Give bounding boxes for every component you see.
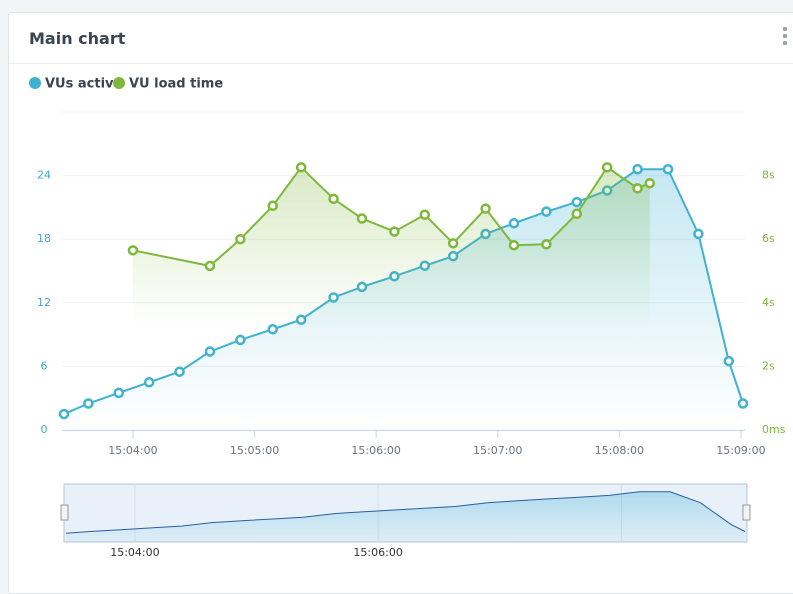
point [571,208,583,220]
point [295,162,307,173]
point [204,346,216,357]
point [127,245,139,256]
chart: VUs active VU load time 0 6 12 18 24 0ms 2s 4s 6s 8… [29,77,786,559]
x-tick-label: 15:07:00 [473,444,522,457]
navigator-handle[interactable] [60,504,69,521]
header: Main chart [9,13,793,64]
point [723,355,735,367]
x-tick-label: 15:09:00 [716,444,765,457]
point [508,218,520,229]
navigator-label: 15:06:00 [353,546,402,559]
point [235,233,246,245]
y2-tick-label: 8s [762,169,775,182]
legend-marker [29,77,41,89]
point [662,163,674,175]
point [204,260,216,272]
area [132,167,650,325]
y-tick-label: 12 [37,296,51,309]
point [143,377,155,388]
point [644,177,655,189]
point [571,196,583,208]
point [267,200,279,212]
x-tick-label: 15:08:00 [595,444,644,457]
point [693,228,704,240]
point [508,239,520,251]
menu[interactable] [783,27,787,48]
y-tick-label: 24 [37,169,51,182]
point [632,183,643,194]
y2-tick-label: 0ms [762,423,786,436]
navigator-line [65,491,746,534]
legend-label: VUs active [45,77,123,92]
point [541,239,552,250]
point [389,226,400,237]
point [356,213,368,224]
title: Main chart [29,28,126,48]
point [113,387,124,399]
y-tick-label: 18 [37,232,51,245]
point [235,334,246,346]
point [447,238,459,249]
x-tick-label: 15:04:00 [108,444,157,457]
navigator-handle[interactable] [742,504,751,521]
y-tick-label: 0 [41,423,48,436]
point [480,203,491,214]
legend-marker [113,77,125,89]
point [267,324,279,335]
point [58,408,70,420]
point [83,398,94,409]
legend-label: VU load time [129,77,223,92]
x-tick-label: 15:06:00 [351,444,400,457]
point [632,163,643,175]
y2-tick-label: 4s [762,296,775,309]
point [419,209,431,220]
point [737,398,749,409]
point [328,193,339,205]
navigator-label: 15:04:00 [110,546,159,559]
y2-tick-label: 2s [762,359,775,372]
y-tick-label: 6 [41,359,48,372]
point [541,206,552,217]
x-tick-label: 15:05:00 [230,444,279,457]
point [601,162,613,173]
point [174,366,185,377]
navigator-area [66,491,745,542]
page: {"header": {"title": "Main chart"}, "cha… [8,12,793,594]
y2-tick-label: 6s [762,232,775,245]
